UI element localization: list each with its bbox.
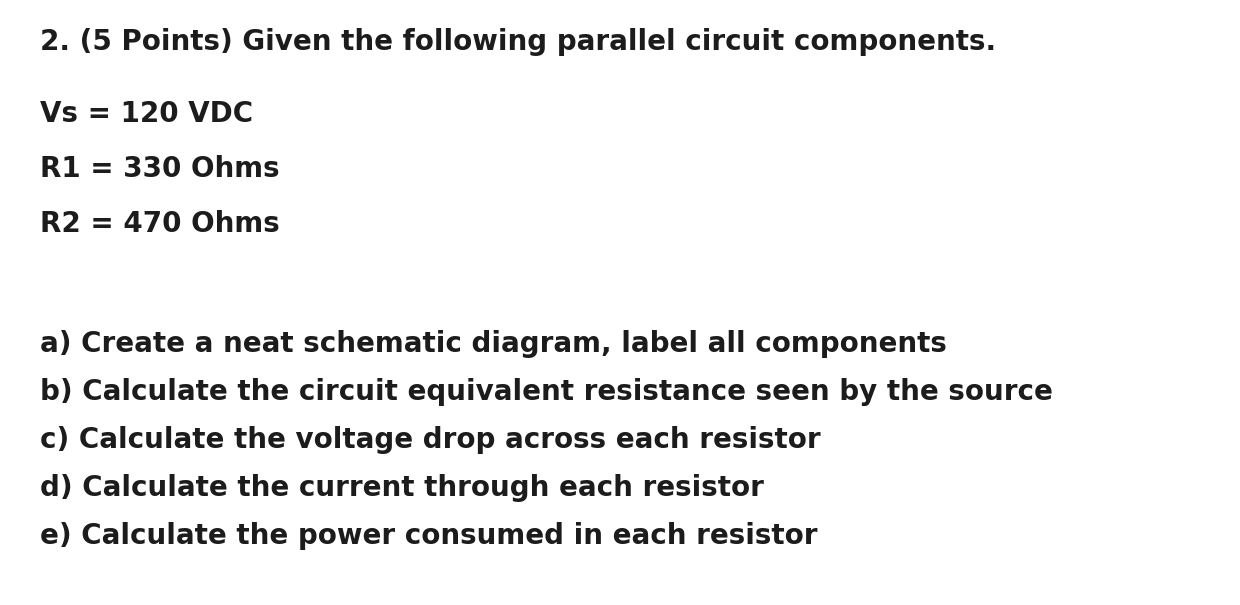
Text: c) Calculate the voltage drop across each resistor: c) Calculate the voltage drop across eac… xyxy=(40,426,821,454)
Text: R1 = 330 Ohms: R1 = 330 Ohms xyxy=(40,155,280,183)
Text: a) Create a neat schematic diagram, label all components: a) Create a neat schematic diagram, labe… xyxy=(40,330,947,358)
Text: Vs = 120 VDC: Vs = 120 VDC xyxy=(40,100,253,128)
Text: d) Calculate the current through each resistor: d) Calculate the current through each re… xyxy=(40,474,764,502)
Text: b) Calculate the circuit equivalent resistance seen by the source: b) Calculate the circuit equivalent resi… xyxy=(40,378,1053,406)
Text: e) Calculate the power consumed in each resistor: e) Calculate the power consumed in each … xyxy=(40,522,817,550)
Text: R2 = 470 Ohms: R2 = 470 Ohms xyxy=(40,210,280,238)
Text: 2. (5 Points) Given the following parallel circuit components.: 2. (5 Points) Given the following parall… xyxy=(40,28,996,56)
